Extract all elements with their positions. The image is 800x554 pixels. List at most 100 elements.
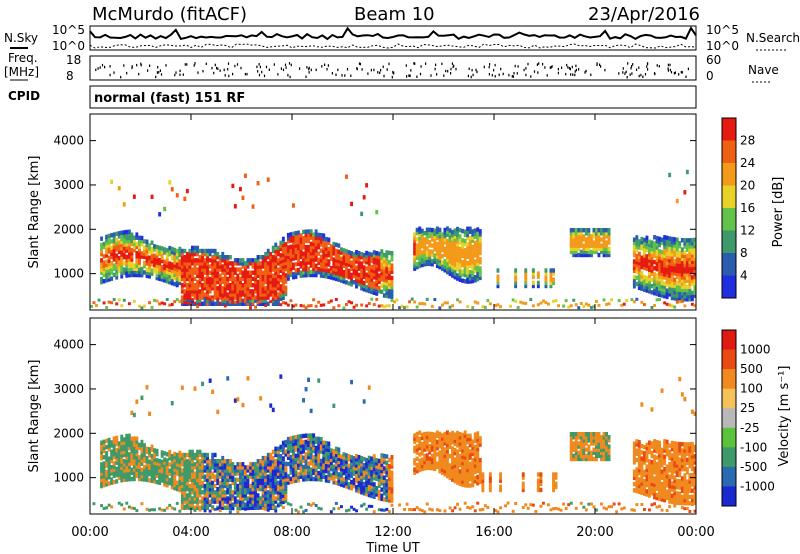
velocity-cell: [180, 452, 184, 458]
power-cell: [602, 231, 606, 236]
power-cell: [261, 292, 265, 297]
velocity-cell: [451, 458, 454, 464]
velocity-cell: [274, 490, 278, 495]
velocity-cell: [165, 461, 169, 466]
velocity-cell: [274, 487, 278, 492]
power-cell: [590, 252, 593, 258]
velocity-cell: [461, 432, 465, 438]
velocity-cell: [345, 484, 348, 489]
velocity-cell: [135, 461, 139, 466]
velocity-cell: [120, 456, 124, 461]
velocity-cell: [231, 502, 235, 507]
power-cell: [266, 270, 270, 275]
freq-mark: [327, 64, 329, 67]
velocity-cell: [372, 466, 376, 472]
power-cell: [117, 186, 121, 191]
power-cell: [637, 245, 641, 250]
power-cell: [211, 297, 215, 301]
power-cell: [433, 241, 437, 246]
velocity-cell: [463, 470, 467, 476]
power-cell: [660, 280, 664, 286]
velocity-cell: [413, 433, 417, 438]
power-cell: [281, 289, 285, 294]
power-cell: [105, 271, 109, 277]
power-cell: [473, 243, 477, 249]
velocity-cell: [185, 471, 189, 476]
velocity-cell: [425, 459, 429, 464]
power-cell: [471, 263, 475, 268]
power-cell: [185, 276, 189, 282]
velocity-cell: [246, 483, 250, 489]
power-cell: [423, 252, 427, 258]
power-cell: [458, 252, 462, 258]
power-cell: [148, 246, 151, 251]
power-cell: [648, 255, 651, 260]
power-cell: [660, 259, 664, 264]
power-cell: [375, 251, 379, 256]
velocity-cell: [428, 459, 432, 464]
velocity-cell: [355, 466, 358, 471]
velocity-cell: [271, 462, 275, 467]
power-cell: [342, 270, 346, 275]
power-cell: [276, 298, 280, 303]
velocity-cell: [372, 482, 376, 487]
power-cell: [387, 287, 391, 293]
power-cell: [572, 246, 576, 251]
power-cell: [203, 279, 207, 285]
power-cell: [352, 261, 356, 266]
velocity-cell: [334, 471, 338, 476]
power-cell: [665, 288, 669, 293]
velocity-cell: [281, 465, 285, 470]
power-cell: [680, 290, 684, 296]
power-cell: [125, 239, 129, 244]
velocity-cell: [478, 473, 482, 478]
velocity-cell: [173, 454, 177, 460]
velocity-cell: [337, 447, 341, 452]
velocity-cell: [476, 434, 480, 439]
power-cell: [355, 271, 358, 277]
power-cell: [201, 292, 204, 297]
velocity-cell: [471, 445, 475, 450]
power-cell: [183, 289, 187, 294]
power-cell: [648, 252, 651, 257]
power-cell: [632, 243, 636, 249]
power-cell: [423, 240, 427, 245]
power-cell: [584, 228, 588, 233]
velocity-cell: [256, 477, 260, 482]
power-cell: [324, 258, 328, 264]
velocity-cell: [471, 439, 475, 444]
freq-mark: [315, 68, 317, 72]
power-cell: [584, 243, 588, 248]
velocity-cell: [266, 452, 270, 458]
velocity-cell: [292, 448, 295, 453]
power-colorbar-swatch: [722, 185, 736, 209]
power-cell: [191, 245, 194, 251]
power-cell: [233, 258, 237, 263]
freq-mark: [224, 74, 226, 77]
power-cell: [413, 238, 417, 243]
power-cell: [191, 273, 194, 278]
velocity-cell: [367, 455, 371, 461]
power-cell: [309, 235, 313, 240]
power-cell: [643, 259, 646, 264]
power-cell: [259, 301, 263, 306]
power-cell: [153, 247, 156, 252]
velocity-cell: [201, 471, 204, 476]
velocity-cell: [329, 473, 333, 478]
power-cell: [223, 276, 227, 282]
velocity-cell: [415, 506, 419, 510]
power-cell: [231, 292, 235, 297]
power-cell: [221, 301, 225, 306]
freq-mark: [326, 68, 328, 71]
power-cell: [367, 267, 371, 272]
power-cell: [665, 245, 669, 250]
power-cell: [155, 263, 159, 268]
velocity-cell: [350, 461, 353, 466]
velocity-cell: [390, 458, 394, 463]
power-cell: [569, 231, 573, 236]
velocity-cell: [304, 458, 308, 463]
power-cell: [244, 301, 247, 306]
power-cell: [206, 283, 209, 288]
power-cell: [221, 255, 225, 260]
